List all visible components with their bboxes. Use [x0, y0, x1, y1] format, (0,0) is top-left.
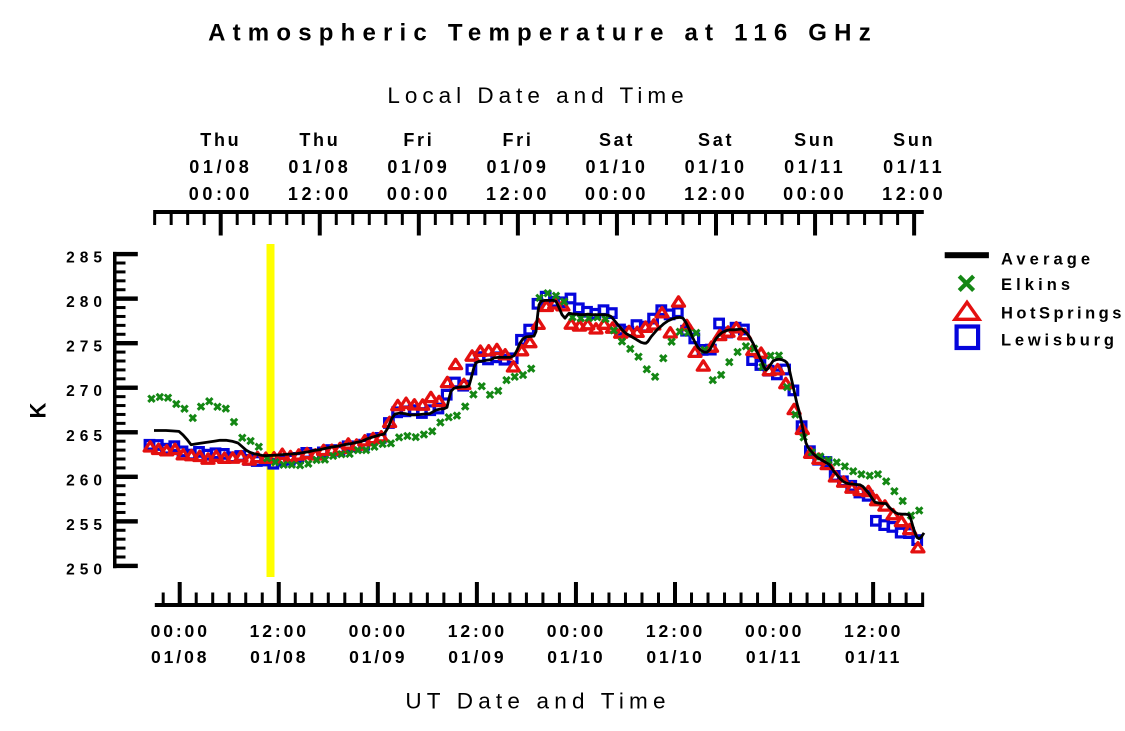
- svg-text:Sun: Sun: [893, 130, 935, 150]
- svg-text:Fri: Fri: [403, 130, 434, 150]
- svg-text:Elkins: Elkins: [1001, 276, 1074, 294]
- svg-text:01/08: 01/08: [151, 647, 209, 667]
- svg-text:00:00: 00:00: [387, 184, 451, 204]
- svg-text:285: 285: [66, 250, 107, 267]
- svg-text:00:00: 00:00: [783, 184, 847, 204]
- svg-text:01/09: 01/09: [486, 157, 549, 177]
- svg-text:00:00: 00:00: [189, 184, 253, 204]
- svg-text:Fri: Fri: [502, 130, 533, 150]
- svg-text:01/08: 01/08: [250, 647, 308, 667]
- svg-text:01/09: 01/09: [349, 647, 407, 667]
- svg-text:01/11: 01/11: [784, 157, 846, 177]
- svg-text:275: 275: [66, 339, 107, 356]
- svg-text:01/10: 01/10: [585, 157, 648, 177]
- svg-text:Lewisburg: Lewisburg: [1001, 331, 1118, 349]
- svg-text:Average: Average: [1001, 250, 1094, 268]
- svg-text:Sat: Sat: [599, 130, 635, 150]
- svg-text:01/11: 01/11: [883, 157, 945, 177]
- svg-text:250: 250: [66, 561, 107, 578]
- svg-text:12:00: 12:00: [288, 184, 352, 204]
- svg-text:01/09: 01/09: [448, 647, 506, 667]
- svg-text:01/08: 01/08: [189, 157, 252, 177]
- svg-text:Atmospheric Temperature at 116: Atmospheric Temperature at 116 GHz: [208, 20, 878, 47]
- svg-text:01/10: 01/10: [646, 647, 704, 667]
- svg-text:12:00: 12:00: [684, 184, 748, 204]
- svg-text:260: 260: [66, 472, 107, 489]
- svg-text:12:00: 12:00: [486, 184, 550, 204]
- svg-text:01/11: 01/11: [845, 647, 902, 667]
- svg-text:12:00: 12:00: [844, 621, 903, 641]
- svg-text:270: 270: [66, 383, 107, 400]
- svg-text:265: 265: [66, 428, 107, 445]
- svg-text:12:00: 12:00: [646, 621, 705, 641]
- svg-text:Local Date and Time: Local Date and Time: [387, 83, 688, 108]
- svg-text:00:00: 00:00: [547, 621, 606, 641]
- svg-text:00:00: 00:00: [745, 621, 804, 641]
- svg-text:00:00: 00:00: [349, 621, 408, 641]
- svg-text:01/08: 01/08: [288, 157, 351, 177]
- svg-text:Sat: Sat: [698, 130, 734, 150]
- svg-text:UT Date and Time: UT Date and Time: [405, 689, 670, 714]
- svg-text:01/09: 01/09: [387, 157, 450, 177]
- svg-text:01/10: 01/10: [685, 157, 748, 177]
- svg-text:12:00: 12:00: [448, 621, 507, 641]
- svg-text:01/11: 01/11: [746, 647, 803, 667]
- svg-text:Thu: Thu: [200, 130, 241, 150]
- svg-text:HotSprings: HotSprings: [1001, 304, 1125, 322]
- svg-text:12:00: 12:00: [250, 621, 309, 641]
- svg-text:255: 255: [66, 517, 107, 534]
- svg-text:Thu: Thu: [299, 130, 340, 150]
- svg-text:Sun: Sun: [794, 130, 836, 150]
- svg-text:00:00: 00:00: [151, 621, 210, 641]
- svg-text:01/10: 01/10: [547, 647, 605, 667]
- svg-text:00:00: 00:00: [585, 184, 649, 204]
- svg-text:12:00: 12:00: [882, 184, 946, 204]
- svg-text:280: 280: [66, 294, 107, 311]
- svg-text:K: K: [26, 402, 51, 418]
